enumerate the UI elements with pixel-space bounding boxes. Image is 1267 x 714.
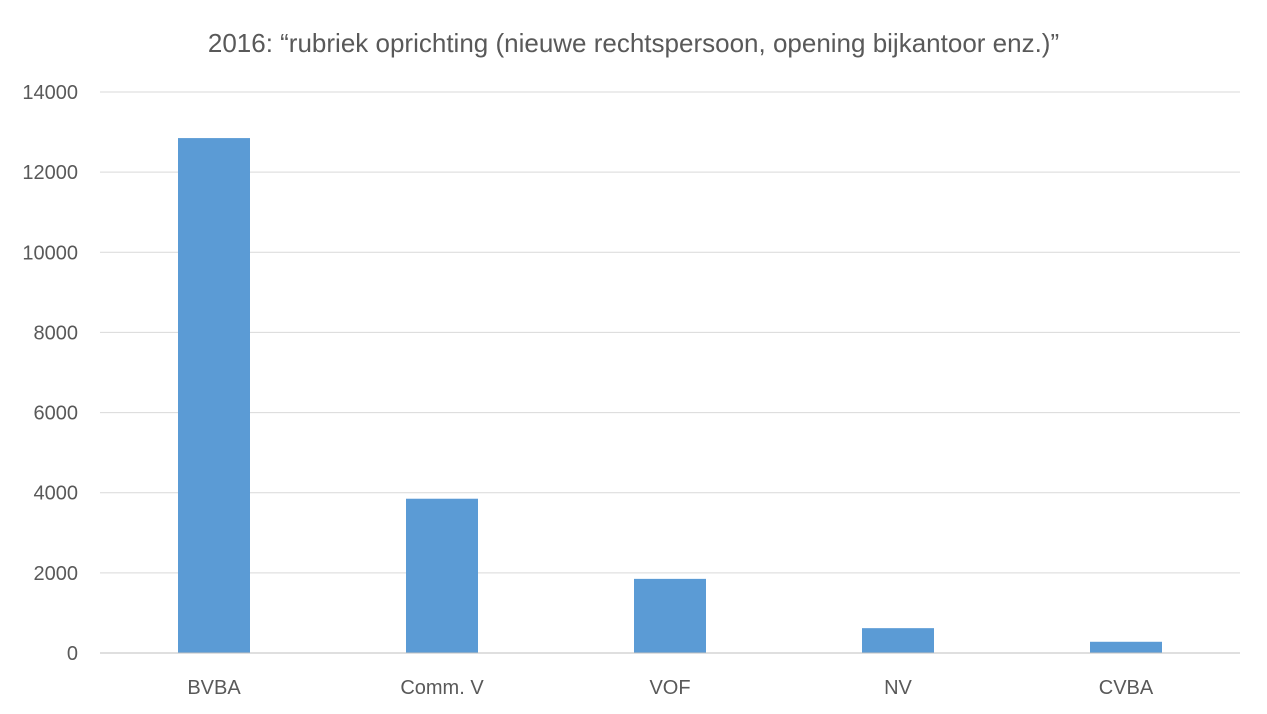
bar-cvba — [1090, 641, 1162, 653]
y-tick-label: 6000 — [34, 403, 79, 425]
x-tick-label: VOF — [649, 677, 690, 699]
bar-comm-v — [406, 498, 478, 653]
y-tick-label: 12000 — [22, 162, 78, 184]
y-tick-label: 8000 — [34, 322, 79, 344]
x-tick-label: NV — [884, 677, 912, 699]
x-tick-label: CVBA — [1099, 677, 1154, 699]
bars — [178, 138, 1162, 653]
grid-lines — [100, 91, 1240, 574]
x-tick-label: Comm. V — [400, 677, 484, 699]
y-tick-label: 10000 — [22, 242, 78, 264]
bar-nv — [862, 628, 934, 653]
y-tick-label: 14000 — [22, 82, 78, 104]
x-tick-label: BVBA — [187, 677, 241, 699]
y-axis-ticks: 0 2000 4000 6000 8000 10000 12000 14000 — [22, 82, 78, 665]
bar-vof — [634, 578, 706, 653]
chart-title: 2016: “rubriek oprichting (nieuwe rechts… — [207, 28, 1060, 58]
y-tick-label: 0 — [67, 643, 78, 665]
y-tick-label: 4000 — [34, 483, 79, 505]
y-tick-label: 2000 — [34, 563, 79, 585]
bar-bvba — [178, 138, 250, 653]
x-axis-ticks: BVBA Comm. V VOF NV CVBA — [187, 677, 1154, 699]
